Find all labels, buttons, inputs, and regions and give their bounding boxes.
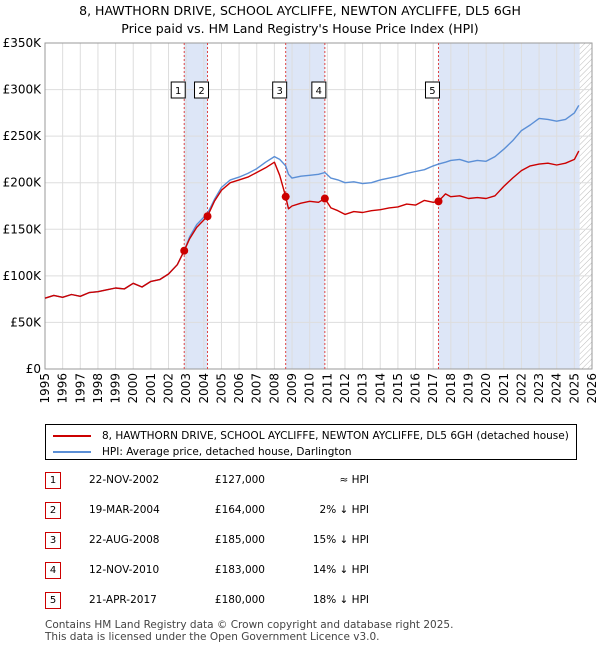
sale-point bbox=[281, 192, 290, 201]
sale-price: £164,000 bbox=[214, 504, 265, 516]
sale-marker-label: 5 bbox=[429, 86, 435, 97]
x-tick-label: 2012 bbox=[338, 373, 352, 404]
sale-marker-box bbox=[424, 81, 440, 99]
sale-price: £180,000 bbox=[214, 594, 265, 606]
x-tick-label: 2013 bbox=[356, 373, 370, 404]
x-tick-label: 2015 bbox=[391, 373, 405, 404]
legend-swatch-property bbox=[53, 435, 91, 437]
x-tick-label: 2024 bbox=[550, 373, 564, 404]
sale-hpi-diff: 18% ↓ HPI bbox=[312, 594, 369, 606]
chart-legend: 8, HAWTHORN DRIVE, SCHOOL AYCLIFFE, NEWT… bbox=[45, 424, 577, 460]
x-tick-label: 2001 bbox=[144, 373, 158, 404]
x-tick-label: 2010 bbox=[303, 373, 317, 404]
x-tick-label: 1998 bbox=[91, 373, 105, 404]
x-tick-label: 2016 bbox=[409, 373, 423, 404]
sale-point bbox=[180, 246, 189, 255]
x-tick-label: 2002 bbox=[162, 373, 176, 404]
sale-date: 22-NOV-2002 bbox=[89, 474, 160, 486]
sale-number-badge: 3 bbox=[45, 532, 61, 549]
sale-number-badge: 5 bbox=[45, 592, 61, 609]
table-row: 2 19-MAR-2004 £164,000 2% ↓ HPI bbox=[45, 502, 600, 520]
x-tick-label: 2004 bbox=[197, 373, 211, 404]
x-tick-label: 2005 bbox=[214, 373, 228, 404]
legend-label-property: 8, HAWTHORN DRIVE, SCHOOL AYCLIFFE, NEWT… bbox=[102, 430, 569, 442]
property-price-line bbox=[44, 150, 580, 299]
chart-subtitle: Price paid vs. HM Land Registry's House … bbox=[121, 21, 479, 36]
y-tick-label: £200K bbox=[3, 176, 43, 190]
sale-marker-label: 4 bbox=[316, 86, 322, 97]
x-tick-label: 1996 bbox=[56, 373, 70, 404]
sale-hpi-diff: 15% ↓ HPI bbox=[312, 534, 369, 546]
sale-number-badge: 2 bbox=[45, 502, 61, 519]
x-tick-label: 2003 bbox=[179, 373, 193, 404]
x-tick-label: 2011 bbox=[320, 373, 334, 404]
table-row: 5 21-APR-2017 £180,000 18% ↓ HPI bbox=[45, 592, 600, 610]
copyright-notice: Contains HM Land Registry data © Crown c… bbox=[45, 619, 454, 631]
forecast-hatch bbox=[579, 43, 592, 369]
sale-point bbox=[203, 212, 212, 221]
legend-label-hpi: HPI: Average price, detached house, Darl… bbox=[102, 446, 352, 458]
sale-price: £183,000 bbox=[214, 564, 265, 576]
price-chart: £0 £50K £100K £150K £200K £250K £300K £350K 1995… bbox=[3, 36, 599, 404]
y-tick-label: £150K bbox=[3, 222, 43, 236]
x-tick-label: 2009 bbox=[285, 373, 299, 404]
sale-marker-box bbox=[194, 81, 210, 99]
y-tick-label: £50K bbox=[10, 315, 42, 329]
x-tick-label: 2008 bbox=[267, 373, 281, 404]
x-tick-label: 1997 bbox=[73, 373, 87, 404]
chart-title: 8, HAWTHORN DRIVE, SCHOOL AYCLIFFE, NEWT… bbox=[79, 3, 521, 18]
sale-hpi-diff: ≈ HPI bbox=[339, 474, 369, 486]
sale-date: 19-MAR-2004 bbox=[89, 504, 160, 516]
x-tick-label: 2006 bbox=[232, 373, 246, 404]
x-tick-label: 2020 bbox=[479, 373, 493, 404]
x-tick-label: 2014 bbox=[373, 373, 387, 404]
sale-date: 12-NOV-2010 bbox=[89, 564, 160, 576]
table-row: 3 22-AUG-2008 £185,000 15% ↓ HPI bbox=[45, 532, 600, 550]
plot-frame bbox=[44, 42, 593, 370]
x-tick-label: 2019 bbox=[461, 373, 475, 404]
x-tick-label: 1995 bbox=[38, 373, 52, 404]
x-tick-label: 2017 bbox=[426, 373, 440, 404]
x-tick-label: 2026 bbox=[585, 373, 599, 404]
y-tick-label: £100K bbox=[3, 269, 43, 283]
sale-marker-box bbox=[170, 81, 186, 99]
sale-marker-label: 3 bbox=[276, 86, 282, 97]
x-tick-label: 2018 bbox=[444, 373, 458, 404]
sale-hpi-diff: 14% ↓ HPI bbox=[312, 564, 369, 576]
legend-swatch-hpi bbox=[53, 451, 91, 453]
sale-marker-box bbox=[272, 81, 288, 99]
sale-number-badge: 4 bbox=[45, 562, 61, 579]
sale-hpi-diff: 2% ↓ HPI bbox=[319, 504, 369, 516]
sale-marker-label: 1 bbox=[175, 86, 181, 97]
shaded-period bbox=[438, 43, 580, 369]
table-row: 1 22-NOV-2002 £127,000 ≈ HPI bbox=[45, 472, 600, 490]
shaded-period bbox=[184, 43, 208, 369]
x-tick-label: 2007 bbox=[250, 373, 264, 404]
table-row: 4 12-NOV-2010 £183,000 14% ↓ HPI bbox=[45, 562, 600, 580]
y-tick-label: £0 bbox=[26, 362, 41, 376]
y-tick-label: £350K bbox=[3, 36, 43, 50]
sale-number-badge: 1 bbox=[45, 472, 61, 489]
y-tick-label: £300K bbox=[3, 83, 43, 97]
sale-price: £127,000 bbox=[214, 474, 265, 486]
x-tick-label: 2023 bbox=[532, 373, 546, 404]
sale-price: £185,000 bbox=[214, 534, 265, 546]
x-tick-label: 2021 bbox=[497, 373, 511, 404]
x-tick-label: 2022 bbox=[514, 373, 528, 404]
sale-point bbox=[320, 194, 329, 203]
sale-marker-box bbox=[311, 81, 327, 99]
x-tick-label: 2025 bbox=[567, 373, 581, 404]
x-tick-label: 1999 bbox=[109, 373, 123, 404]
sale-date: 21-APR-2017 bbox=[89, 594, 157, 606]
sale-date: 22-AUG-2008 bbox=[89, 534, 160, 546]
y-tick-label: £250K bbox=[3, 129, 43, 143]
sale-marker-label: 2 bbox=[198, 86, 204, 97]
x-tick-label: 2000 bbox=[126, 373, 140, 404]
sale-point bbox=[434, 197, 443, 206]
license-notice: This data is licensed under the Open Gov… bbox=[45, 631, 380, 643]
